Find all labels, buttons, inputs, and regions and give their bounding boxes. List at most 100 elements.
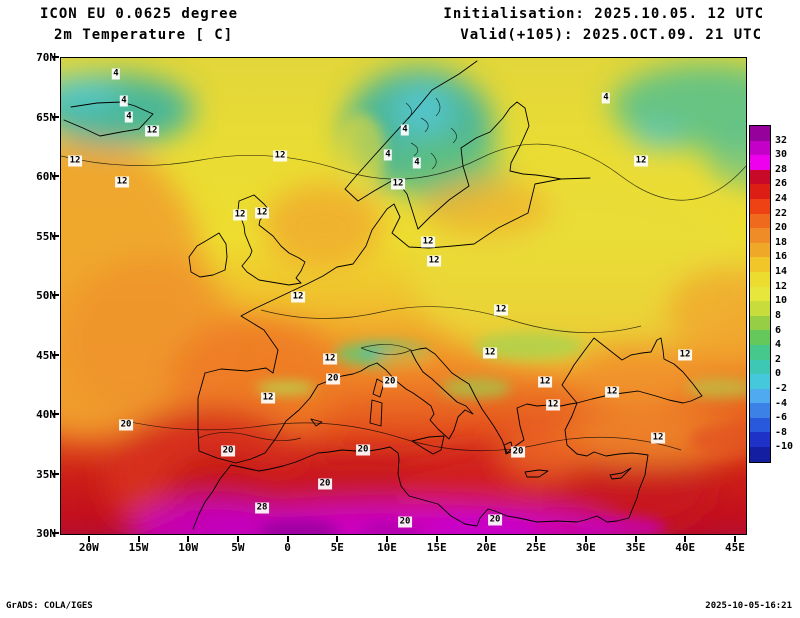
contour-label: 20 xyxy=(326,373,340,385)
contour-label: 12 xyxy=(538,376,552,388)
lat-tick xyxy=(52,472,59,475)
colorbar-cell xyxy=(750,271,770,287)
temperature-map-svg xyxy=(61,58,746,534)
colorbar-cell xyxy=(750,169,770,185)
contour-label: 12 xyxy=(483,347,497,359)
colorbar-tick-label: -2 xyxy=(775,382,788,394)
lon-tick xyxy=(187,536,190,542)
colorbar-cell xyxy=(750,330,770,345)
variable-title: 2m Temperature [ C] xyxy=(54,27,234,43)
contour-label: 4 xyxy=(383,149,393,161)
colorbar-cell xyxy=(750,301,770,316)
contour-label: 12 xyxy=(145,125,159,137)
lon-label: 5E xyxy=(330,541,344,554)
lon-tick xyxy=(733,536,736,542)
lat-label: 50N xyxy=(36,289,56,302)
lon-label: 25E xyxy=(526,541,547,554)
contour-label: 12 xyxy=(291,291,305,303)
colorbar-tick-label: -10 xyxy=(775,441,794,453)
colorbar-tick-label: 20 xyxy=(775,222,788,234)
lon-tick xyxy=(634,536,637,542)
contour-label: 4 xyxy=(111,68,121,80)
contour-label: 20 xyxy=(119,419,133,431)
colorbar-cell xyxy=(750,447,770,462)
lon-tick xyxy=(286,536,289,542)
colorbar-labels: 32 30 28 26 24 22 20 18 16 14 12 10 8 6 4 2 0 -2 -4 -6 -8 -10 xyxy=(749,125,799,465)
lon-tick xyxy=(87,536,90,542)
colorbar-tick-label: 12 xyxy=(775,280,788,292)
contour-label: 20 xyxy=(383,376,397,388)
contour-label: 12 xyxy=(68,155,82,167)
colorbar-tick-label: 30 xyxy=(775,149,788,161)
colorbar-cell xyxy=(750,126,770,141)
colorbar-cell xyxy=(750,155,770,170)
contour-label: 28 xyxy=(255,502,269,514)
colorbar-tick-label: 8 xyxy=(775,309,782,321)
lat-tick xyxy=(52,175,59,177)
lon-tick xyxy=(137,536,140,542)
colorbar-cell xyxy=(750,359,770,375)
lat-label: 60N xyxy=(36,170,56,183)
lat-tick xyxy=(52,532,59,534)
contour-label: 12 xyxy=(546,399,560,411)
colorbar-tick-label: -4 xyxy=(775,397,788,409)
lat-label: 30N xyxy=(36,527,56,540)
colorbar-cell xyxy=(750,417,770,433)
lon-tick xyxy=(535,536,538,542)
lat-tick xyxy=(52,353,59,356)
lon-label: 40E xyxy=(675,541,696,554)
colorbar: 32 30 28 26 24 22 20 18 16 14 12 10 8 6 4 2 0 -2 -4 -6 -8 -10 xyxy=(749,125,799,465)
lon-tick xyxy=(386,536,388,542)
lon-label: 35E xyxy=(625,541,646,554)
contour-label: 12 xyxy=(421,236,435,248)
contour-label: 12 xyxy=(323,353,337,365)
contour-label: 12 xyxy=(605,386,619,398)
lat-label: 40N xyxy=(36,408,56,421)
lon-label: 10W xyxy=(178,541,199,554)
colorbar-tick-label: 0 xyxy=(775,368,782,380)
model-title: ICON EU 0.0625 degree xyxy=(40,6,239,22)
colorbar-cell xyxy=(750,228,770,243)
coastlines xyxy=(63,60,703,530)
contour-label: 12 xyxy=(651,432,665,444)
colorbar-tick-label: -8 xyxy=(775,426,788,438)
colorbar-tick-label: 26 xyxy=(775,178,788,190)
contour-label: 12 xyxy=(494,304,508,316)
contour-label: 12 xyxy=(233,209,247,221)
contour-label: 12 xyxy=(427,255,441,267)
contour-label: 20 xyxy=(511,446,525,458)
contour-label: 20 xyxy=(221,445,235,457)
initialisation-text: Initialisation: 2025.10.05. 12 UTC xyxy=(443,6,764,22)
lat-label: 70N xyxy=(36,51,56,64)
colorbar-cell xyxy=(750,374,770,389)
colorbar-cell xyxy=(750,344,770,360)
colorbar-cell xyxy=(750,315,770,331)
colorbar-tick-label: 2 xyxy=(775,353,782,365)
lat-tick xyxy=(52,234,59,237)
colorbar-cell xyxy=(750,432,770,448)
lon-label: 10E xyxy=(377,541,397,554)
colorbar-tick-label: 18 xyxy=(775,236,788,248)
lon-label: 20W xyxy=(78,541,99,554)
colorbar-cell xyxy=(750,286,770,302)
colorbar-tick-label: 22 xyxy=(775,207,788,219)
colorbar-cell xyxy=(750,257,770,272)
contour-label: 20 xyxy=(318,478,332,490)
contour-label: 12 xyxy=(678,349,692,361)
lon-tick xyxy=(584,536,587,542)
contour-label: 12 xyxy=(391,178,405,190)
colorbar-cell xyxy=(750,184,770,199)
lon-label: 20E xyxy=(476,541,497,554)
colorbar-tick-label: 24 xyxy=(775,193,788,205)
contour-label: 12 xyxy=(115,176,129,188)
lon-label: 5W xyxy=(231,541,245,554)
lon-tick xyxy=(336,536,339,542)
lon-label: 45E xyxy=(724,541,745,554)
lat-label: 35N xyxy=(36,467,56,481)
contour-label: 4 xyxy=(601,92,611,104)
colorbar-tick-label: 32 xyxy=(775,134,788,146)
colorbar-cell xyxy=(750,198,770,214)
colorbar-tick-label: -6 xyxy=(775,412,788,424)
colorbar-cell xyxy=(750,140,770,156)
contour-label: 12 xyxy=(273,150,287,162)
